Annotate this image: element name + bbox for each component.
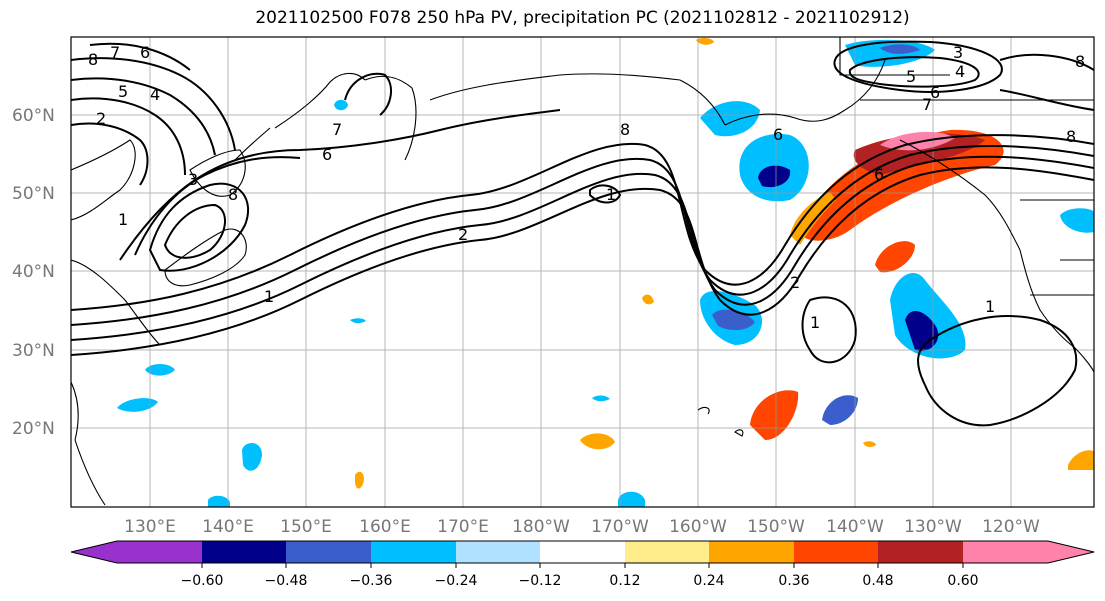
- contour-labels: 8 7 6 5 4 3 2 1 8 7 6 2 1 8 6 1 2 1 3 4: [88, 43, 1085, 332]
- contour-label: 3: [953, 43, 963, 62]
- colorbar-cell: [540, 541, 625, 563]
- lon-label: 160°W: [669, 517, 727, 537]
- lat-label: 30°N: [12, 341, 55, 361]
- contour-label: 7: [110, 43, 120, 62]
- lon-label: 150°W: [747, 517, 805, 537]
- lon-label: 150°E: [280, 517, 332, 537]
- lon-label: 180°W: [512, 517, 570, 537]
- colorbar-cell: [963, 541, 1048, 563]
- longitude-labels: 130°E 140°E 150°E 160°E 170°E 180°W 170°…: [124, 517, 1040, 537]
- colorbar-cell: [456, 541, 540, 563]
- colorbar-cell: [117, 541, 202, 563]
- map-title: 2021102500 F078 250 hPa PV, precipitatio…: [255, 8, 910, 28]
- contour-label: 1: [118, 210, 128, 229]
- contour-label: 3: [188, 170, 198, 189]
- contour-label: 8: [88, 50, 98, 69]
- lat-label: 40°N: [12, 262, 55, 282]
- colorbar-cell: [625, 541, 709, 563]
- contour-label: 5: [118, 82, 128, 101]
- colorbar-cell: [371, 541, 456, 563]
- colorbar-tick-label: 0.36: [778, 573, 809, 589]
- colorbar-tick-label: 0.48: [862, 573, 893, 589]
- colorbar-outline: [70, 540, 1095, 564]
- contour-label: 7: [922, 95, 932, 114]
- colorbar-cell: [202, 541, 286, 563]
- contour-label: 2: [96, 109, 106, 128]
- colorbar-tick-label: 0.60: [947, 573, 978, 589]
- colorbar-tick-label: −0.12: [519, 573, 562, 589]
- lon-label: 120°W: [982, 517, 1040, 537]
- contour-label: 1: [810, 313, 820, 332]
- contour-label: 6: [874, 165, 884, 184]
- contour-label: 7: [332, 120, 342, 139]
- contour-label: 8: [1075, 52, 1085, 71]
- contour-label: 4: [955, 62, 965, 81]
- pv-contours: [71, 40, 1094, 427]
- colorbar-tick-label: −0.60: [181, 573, 224, 589]
- lon-label: 130°E: [124, 517, 176, 537]
- lon-label: 170°E: [437, 517, 489, 537]
- colorbar-tick-label: 0.24: [693, 573, 724, 589]
- latitude-labels: 60°N 50°N 40°N 30°N 20°N: [12, 106, 55, 439]
- colorbar-tick-label: −0.24: [435, 573, 478, 589]
- contour-label: 6: [773, 125, 783, 144]
- contour-label: 2: [458, 225, 468, 244]
- lat-label: 60°N: [12, 106, 55, 126]
- contour-label: 8: [1066, 127, 1076, 146]
- lon-label: 140°E: [202, 517, 254, 537]
- coastlines: [71, 37, 1094, 506]
- colorbar-tick-label: 0.12: [609, 573, 640, 589]
- lat-label: 20°N: [12, 419, 55, 439]
- map-frame: [70, 36, 1095, 508]
- graticule: [71, 37, 1094, 507]
- contour-label: 4: [150, 85, 160, 104]
- colorbar-cell: [709, 541, 794, 563]
- colorbar-extend-left: [71, 541, 117, 563]
- colorbar-cell: [286, 541, 371, 563]
- contour-label: 8: [620, 120, 630, 139]
- contour-label: 6: [322, 145, 332, 164]
- contour-label: 8: [228, 185, 238, 204]
- contour-label: 2: [790, 273, 800, 292]
- colorbar: −0.60 −0.48 −0.36 −0.24 −0.12 0.12 0.24 …: [70, 540, 1095, 589]
- contour-label: 6: [930, 83, 940, 102]
- colorbar-tick-label: −0.48: [265, 573, 308, 589]
- lon-label: 140°W: [826, 517, 884, 537]
- map-panel: 8 7 6 5 4 3 2 1 8 7 6 2 1 8 6 1 2 1 3 4: [70, 36, 1095, 508]
- contour-label: 6: [140, 43, 150, 62]
- lat-label: 50°N: [12, 184, 55, 204]
- contour-label: 1: [264, 287, 274, 306]
- colorbar-extend-right: [1048, 541, 1094, 563]
- contour-label: 1: [985, 297, 995, 316]
- lon-label: 130°W: [904, 517, 962, 537]
- contour-label: 5: [906, 67, 916, 86]
- colorbar-cell: [794, 541, 878, 563]
- colorbar-tick-label: −0.36: [350, 573, 393, 589]
- lon-label: 170°W: [591, 517, 649, 537]
- contour-label: 1: [606, 185, 616, 204]
- colorbar-cell: [878, 541, 963, 563]
- lon-label: 160°E: [359, 517, 411, 537]
